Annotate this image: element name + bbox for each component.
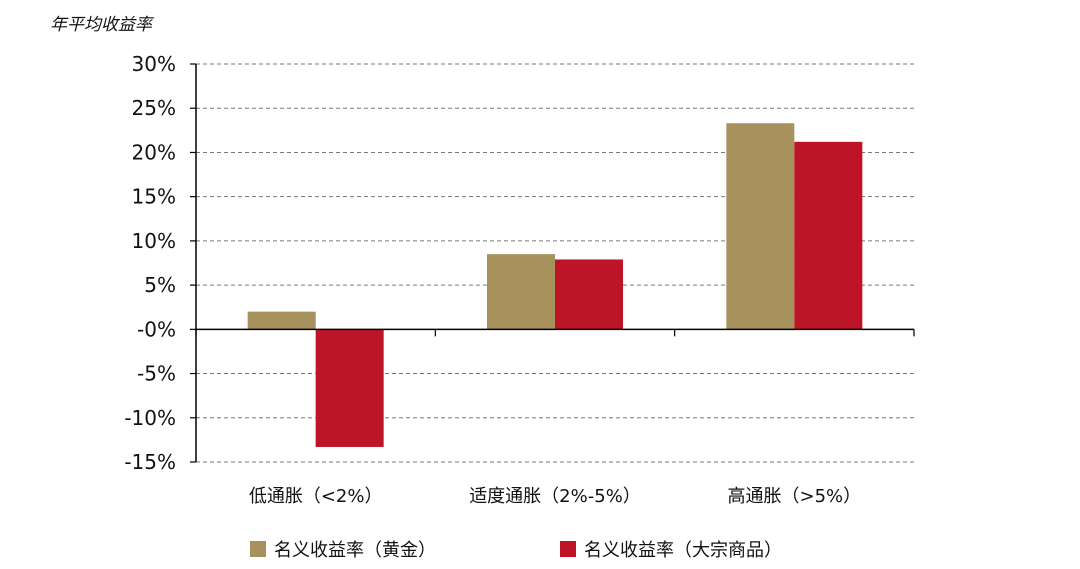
y-tick-label: -5% [137,362,176,386]
bar-gold-0 [247,311,316,330]
legend-item-gold: 名义收益率（黄金） [250,536,436,562]
bar-gold-1 [487,254,555,330]
y-tick-label: 5% [144,273,176,297]
legend-item-commodity: 名义收益率（大宗商品） [560,536,782,562]
bar-commodity-0 [315,329,384,447]
legend-label-commodity: 名义收益率（大宗商品） [584,540,782,561]
bar-gold-2 [726,123,795,330]
y-tick-label: 20% [132,140,176,164]
x-category-label: 适度通胀（2%-5%） [469,486,641,507]
legend-swatch-gold [250,541,266,557]
y-tick-label: -15% [124,450,176,474]
y-tick-label: 30% [132,52,176,76]
y-tick-label: 15% [132,185,176,209]
bar-commodity-1 [555,259,623,330]
legend-label-gold: 名义收益率（黄金） [274,540,436,561]
y-tick-label: -0% [137,317,176,341]
y-tick-label: 10% [132,229,176,253]
y-tick-label: -10% [124,406,176,430]
y-tick-label: 25% [132,96,176,120]
x-category-label: 低通胀（<2%） [249,486,383,507]
bar-commodity-2 [794,141,863,330]
x-category-label: 高通胀（>5%） [728,486,862,507]
y-axis-title: 年平均收益率 [50,15,152,35]
legend-swatch-commodity [560,541,576,557]
